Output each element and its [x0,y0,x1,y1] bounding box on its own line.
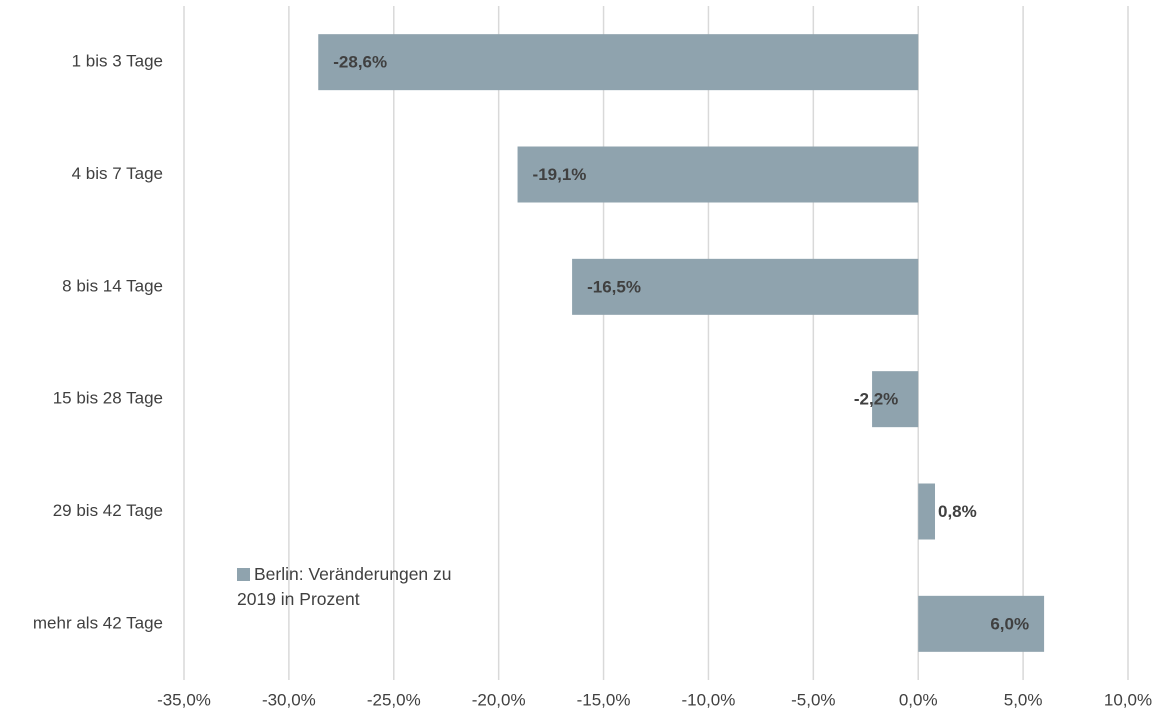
x-tick-label: 0,0% [899,690,938,709]
x-tick-label: -20,0% [472,690,526,709]
x-tick-label: 5,0% [1004,690,1043,709]
x-tick-label: 10,0% [1104,690,1152,709]
x-tick-label: -10,0% [682,690,736,709]
x-tick-label: -15,0% [577,690,631,709]
y-tick-label: 8 bis 14 Tage [62,276,163,295]
bar [517,146,919,203]
y-tick-label: 29 bis 42 Tage [53,501,163,520]
bar [572,258,919,315]
x-tick-label: -30,0% [262,690,316,709]
legend-swatch [237,568,250,581]
y-tick-label: mehr als 42 Tage [33,613,163,632]
data-label: 0,8% [938,502,977,521]
legend-label: Berlin: Veränderungen zu 2019 in Prozent [237,564,452,609]
bar [918,483,936,540]
bar [318,34,919,91]
y-tick-label: 1 bis 3 Tage [72,52,163,71]
data-label: 6,0% [990,614,1029,633]
legend: Berlin: Veränderungen zu 2019 in Prozent [237,562,477,612]
x-tick-label: -5,0% [791,690,835,709]
data-label: -2,2% [854,390,898,409]
bar [918,595,1045,652]
bar [872,371,919,428]
x-tick-label: -35,0% [157,690,211,709]
x-tick-label: -25,0% [367,690,421,709]
data-label: -19,1% [533,165,587,184]
data-label: -28,6% [333,53,387,72]
data-label: -16,5% [587,277,641,296]
y-tick-label: 4 bis 7 Tage [72,164,163,183]
y-tick-label: 15 bis 28 Tage [53,389,163,408]
